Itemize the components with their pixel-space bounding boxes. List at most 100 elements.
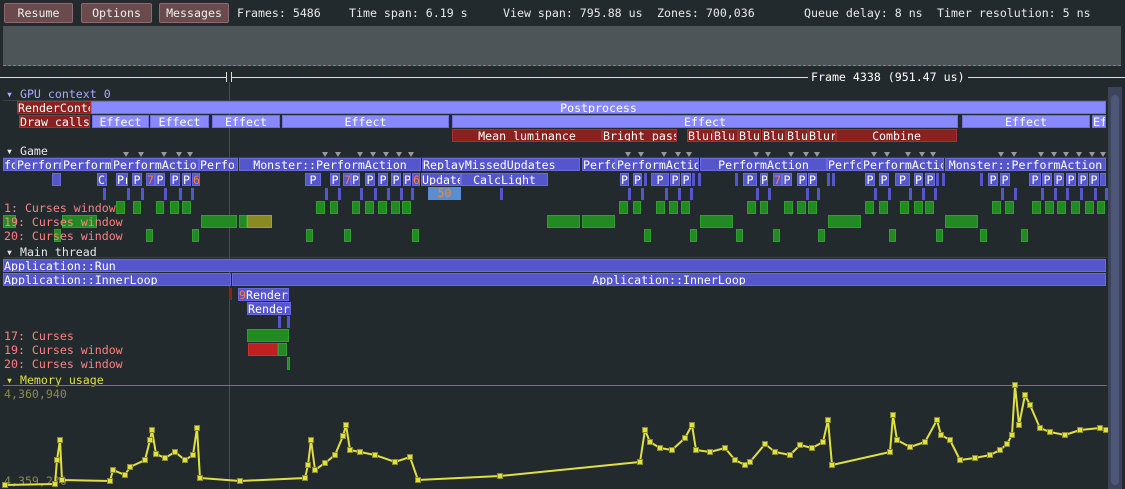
game-zone-small[interactable] [922, 188, 925, 200]
memory-sample-point[interactable] [237, 478, 243, 484]
game-zone[interactable]: PerformActio [616, 158, 699, 171]
memory-sample-point[interactable] [372, 452, 378, 458]
game-zone[interactable]: ReplayMissedUpdates [422, 158, 580, 171]
memory-sample-point[interactable] [938, 432, 944, 438]
message-marker-icon[interactable] [383, 152, 389, 157]
memory-sample-point[interactable] [54, 457, 60, 463]
zone-application-run[interactable]: Application::Run [3, 259, 1106, 272]
memory-sample-point[interactable] [1027, 402, 1033, 408]
lock-region[interactable] [992, 201, 1001, 214]
game-zone-p[interactable]: P [1042, 173, 1052, 186]
lock-region[interactable] [54, 229, 61, 242]
memory-sample-point[interactable] [308, 437, 314, 443]
memory-sample-point[interactable] [347, 447, 353, 453]
memory-sample-point[interactable] [153, 451, 159, 457]
memory-sample-point[interactable] [669, 447, 675, 453]
game-zone-small[interactable] [387, 188, 390, 200]
game-zone-small[interactable] [103, 188, 106, 200]
lock-region-contended[interactable] [247, 215, 272, 228]
memory-sample-point[interactable] [340, 433, 346, 439]
game-zone-small[interactable] [628, 188, 631, 200]
memory-sample-point[interactable] [642, 427, 648, 433]
memory-sample-point[interactable] [142, 457, 148, 463]
message-marker-icon[interactable] [1076, 152, 1082, 157]
lock-region[interactable] [330, 201, 338, 214]
game-zone-p[interactable]: P [670, 173, 680, 186]
game-zone-small[interactable] [817, 188, 820, 200]
memory-sample-point[interactable] [322, 460, 328, 466]
gpu-zone-effect[interactable]: Effect [150, 115, 209, 128]
game-zone[interactable]: Perfo [199, 158, 238, 171]
message-marker-icon[interactable] [905, 152, 911, 157]
lock-region[interactable] [773, 229, 780, 242]
lock-region[interactable] [644, 229, 651, 242]
game-zone-small[interactable] [1105, 188, 1108, 200]
zone-inner-loop[interactable]: Application::InnerLoop [3, 273, 231, 286]
game-zone-small[interactable] [179, 188, 182, 200]
memory-sample-point[interactable] [392, 459, 398, 465]
game-zone-p[interactable]: P [865, 173, 875, 186]
memory-sample-point[interactable] [657, 445, 663, 451]
memory-sample-point[interactable] [415, 477, 421, 483]
game-zone-p[interactable]: P [620, 173, 629, 186]
game-zone[interactable]: Perform [16, 158, 62, 171]
resume-button[interactable]: Resume [4, 3, 73, 23]
memory-sample-point[interactable] [682, 435, 688, 441]
lock-region[interactable] [784, 201, 793, 214]
lock-region[interactable] [1057, 201, 1066, 214]
lock-region[interactable] [980, 229, 987, 242]
lock-region[interactable] [619, 201, 628, 214]
lock-region[interactable] [1005, 201, 1014, 214]
lock-region[interactable] [133, 201, 141, 214]
lock-region[interactable] [1071, 201, 1080, 214]
game-zone-small[interactable] [411, 188, 414, 200]
game-zone-small[interactable] [360, 188, 363, 200]
memory-sample-point[interactable] [1009, 432, 1015, 438]
game-zone-p[interactable]: P [1000, 173, 1010, 186]
gpu-zone-effect[interactable]: Ef [1092, 115, 1106, 128]
game-zone-small[interactable] [735, 173, 738, 186]
lock-region[interactable] [239, 215, 247, 228]
memory-sample-point[interactable] [343, 422, 349, 428]
lock-region[interactable] [945, 215, 978, 228]
message-marker-icon[interactable] [357, 152, 363, 157]
message-marker-icon[interactable] [1038, 152, 1044, 157]
memory-sample-point[interactable] [787, 452, 793, 458]
lock-region[interactable] [344, 229, 351, 242]
lock-region[interactable] [925, 201, 934, 214]
message-marker-icon[interactable] [176, 152, 182, 157]
game-zone-small[interactable] [665, 188, 668, 200]
game-zone-small[interactable] [692, 173, 695, 186]
game-zone-small[interactable] [1014, 188, 1017, 200]
lock-region[interactable] [879, 201, 888, 214]
memory-sample-point[interactable] [693, 447, 699, 453]
memory-sample-point[interactable] [829, 462, 835, 468]
memory-sample-point[interactable] [312, 467, 318, 473]
message-marker-icon[interactable] [1089, 152, 1095, 157]
main-thread-header[interactable]: ▾ Main thread [6, 245, 97, 259]
game-zone[interactable]: PerformAction [700, 158, 827, 171]
lock-region[interactable] [352, 201, 360, 214]
memory-sample-point[interactable] [957, 457, 963, 463]
game-zone[interactable] [52, 173, 61, 186]
game-zone-small[interactable] [641, 188, 644, 200]
lock-region[interactable] [736, 229, 743, 242]
memory-sample-point[interactable] [127, 464, 133, 470]
game-zone-small[interactable] [1080, 188, 1083, 200]
game-zone-small[interactable] [141, 188, 144, 200]
zone-render[interactable]: Render [247, 302, 291, 315]
memory-sample-point[interactable] [190, 452, 196, 458]
lock-region[interactable] [192, 229, 199, 242]
lock-region[interactable] [156, 201, 164, 214]
game-zone-p[interactable]: P [782, 173, 792, 186]
lock-region[interactable] [690, 229, 697, 242]
memory-sample-point[interactable] [947, 437, 953, 443]
lock-region[interactable] [797, 201, 806, 214]
game-zone-p[interactable]: P [1089, 173, 1099, 186]
zone-marker[interactable] [229, 288, 232, 300]
lock-region[interactable] [681, 201, 690, 214]
gpu-zone-blur[interactable]: Blur [687, 129, 713, 142]
game-zone[interactable]: Monster::PerformAction [239, 158, 421, 171]
gpu-zone-blur[interactable]: Blur [738, 129, 761, 142]
memory-usage-header[interactable]: ▾ Memory usage [6, 373, 104, 387]
